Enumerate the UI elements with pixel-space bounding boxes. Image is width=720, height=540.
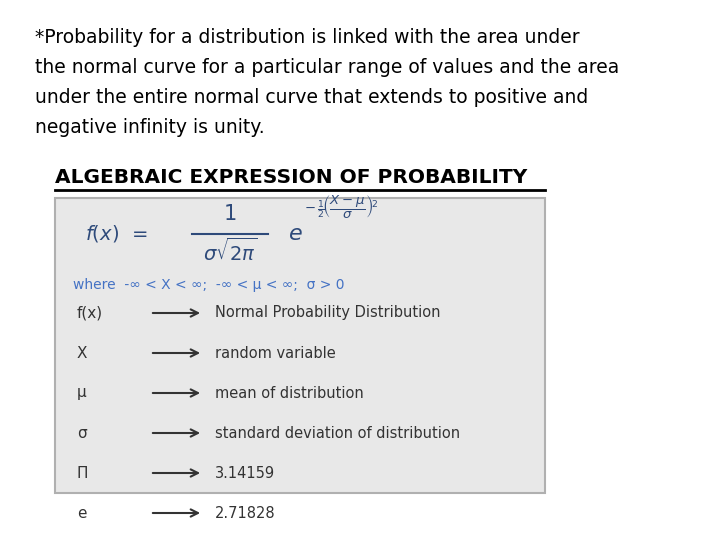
Text: mean of distribution: mean of distribution (215, 386, 364, 401)
Text: 1: 1 (223, 204, 237, 224)
Text: $e$: $e$ (288, 224, 302, 244)
Text: where  -∞ < X < ∞;  -∞ < μ < ∞;  σ > 0: where -∞ < X < ∞; -∞ < μ < ∞; σ > 0 (73, 278, 344, 292)
Text: Π: Π (77, 465, 89, 481)
Text: ALGEBRAIC EXPRESSION OF PROBABILITY: ALGEBRAIC EXPRESSION OF PROBABILITY (55, 168, 527, 187)
Text: μ: μ (77, 386, 86, 401)
FancyBboxPatch shape (55, 198, 545, 493)
Text: random variable: random variable (215, 346, 336, 361)
Text: $-\,\frac{1}{2}\!\left(\dfrac{X-\mu}{\sigma}\right)^{\!2}$: $-\,\frac{1}{2}\!\left(\dfrac{X-\mu}{\si… (304, 194, 378, 221)
Text: standard deviation of distribution: standard deviation of distribution (215, 426, 460, 441)
Text: Normal Probability Distribution: Normal Probability Distribution (215, 306, 441, 321)
Text: the normal curve for a particular range of values and the area: the normal curve for a particular range … (35, 58, 619, 77)
Text: *Probability for a distribution is linked with the area under: *Probability for a distribution is linke… (35, 28, 580, 47)
Text: f(x): f(x) (77, 306, 103, 321)
Text: $\sigma\sqrt{2\pi}$: $\sigma\sqrt{2\pi}$ (202, 238, 258, 265)
Text: X: X (77, 346, 88, 361)
Text: 2.71828: 2.71828 (215, 505, 276, 521)
Text: e: e (77, 505, 86, 521)
Text: σ: σ (77, 426, 86, 441)
Text: $f(x)$  =: $f(x)$ = (85, 224, 148, 245)
Text: under the entire normal curve that extends to positive and: under the entire normal curve that exten… (35, 88, 588, 107)
Text: 3.14159: 3.14159 (215, 465, 275, 481)
Text: negative infinity is unity.: negative infinity is unity. (35, 118, 265, 137)
